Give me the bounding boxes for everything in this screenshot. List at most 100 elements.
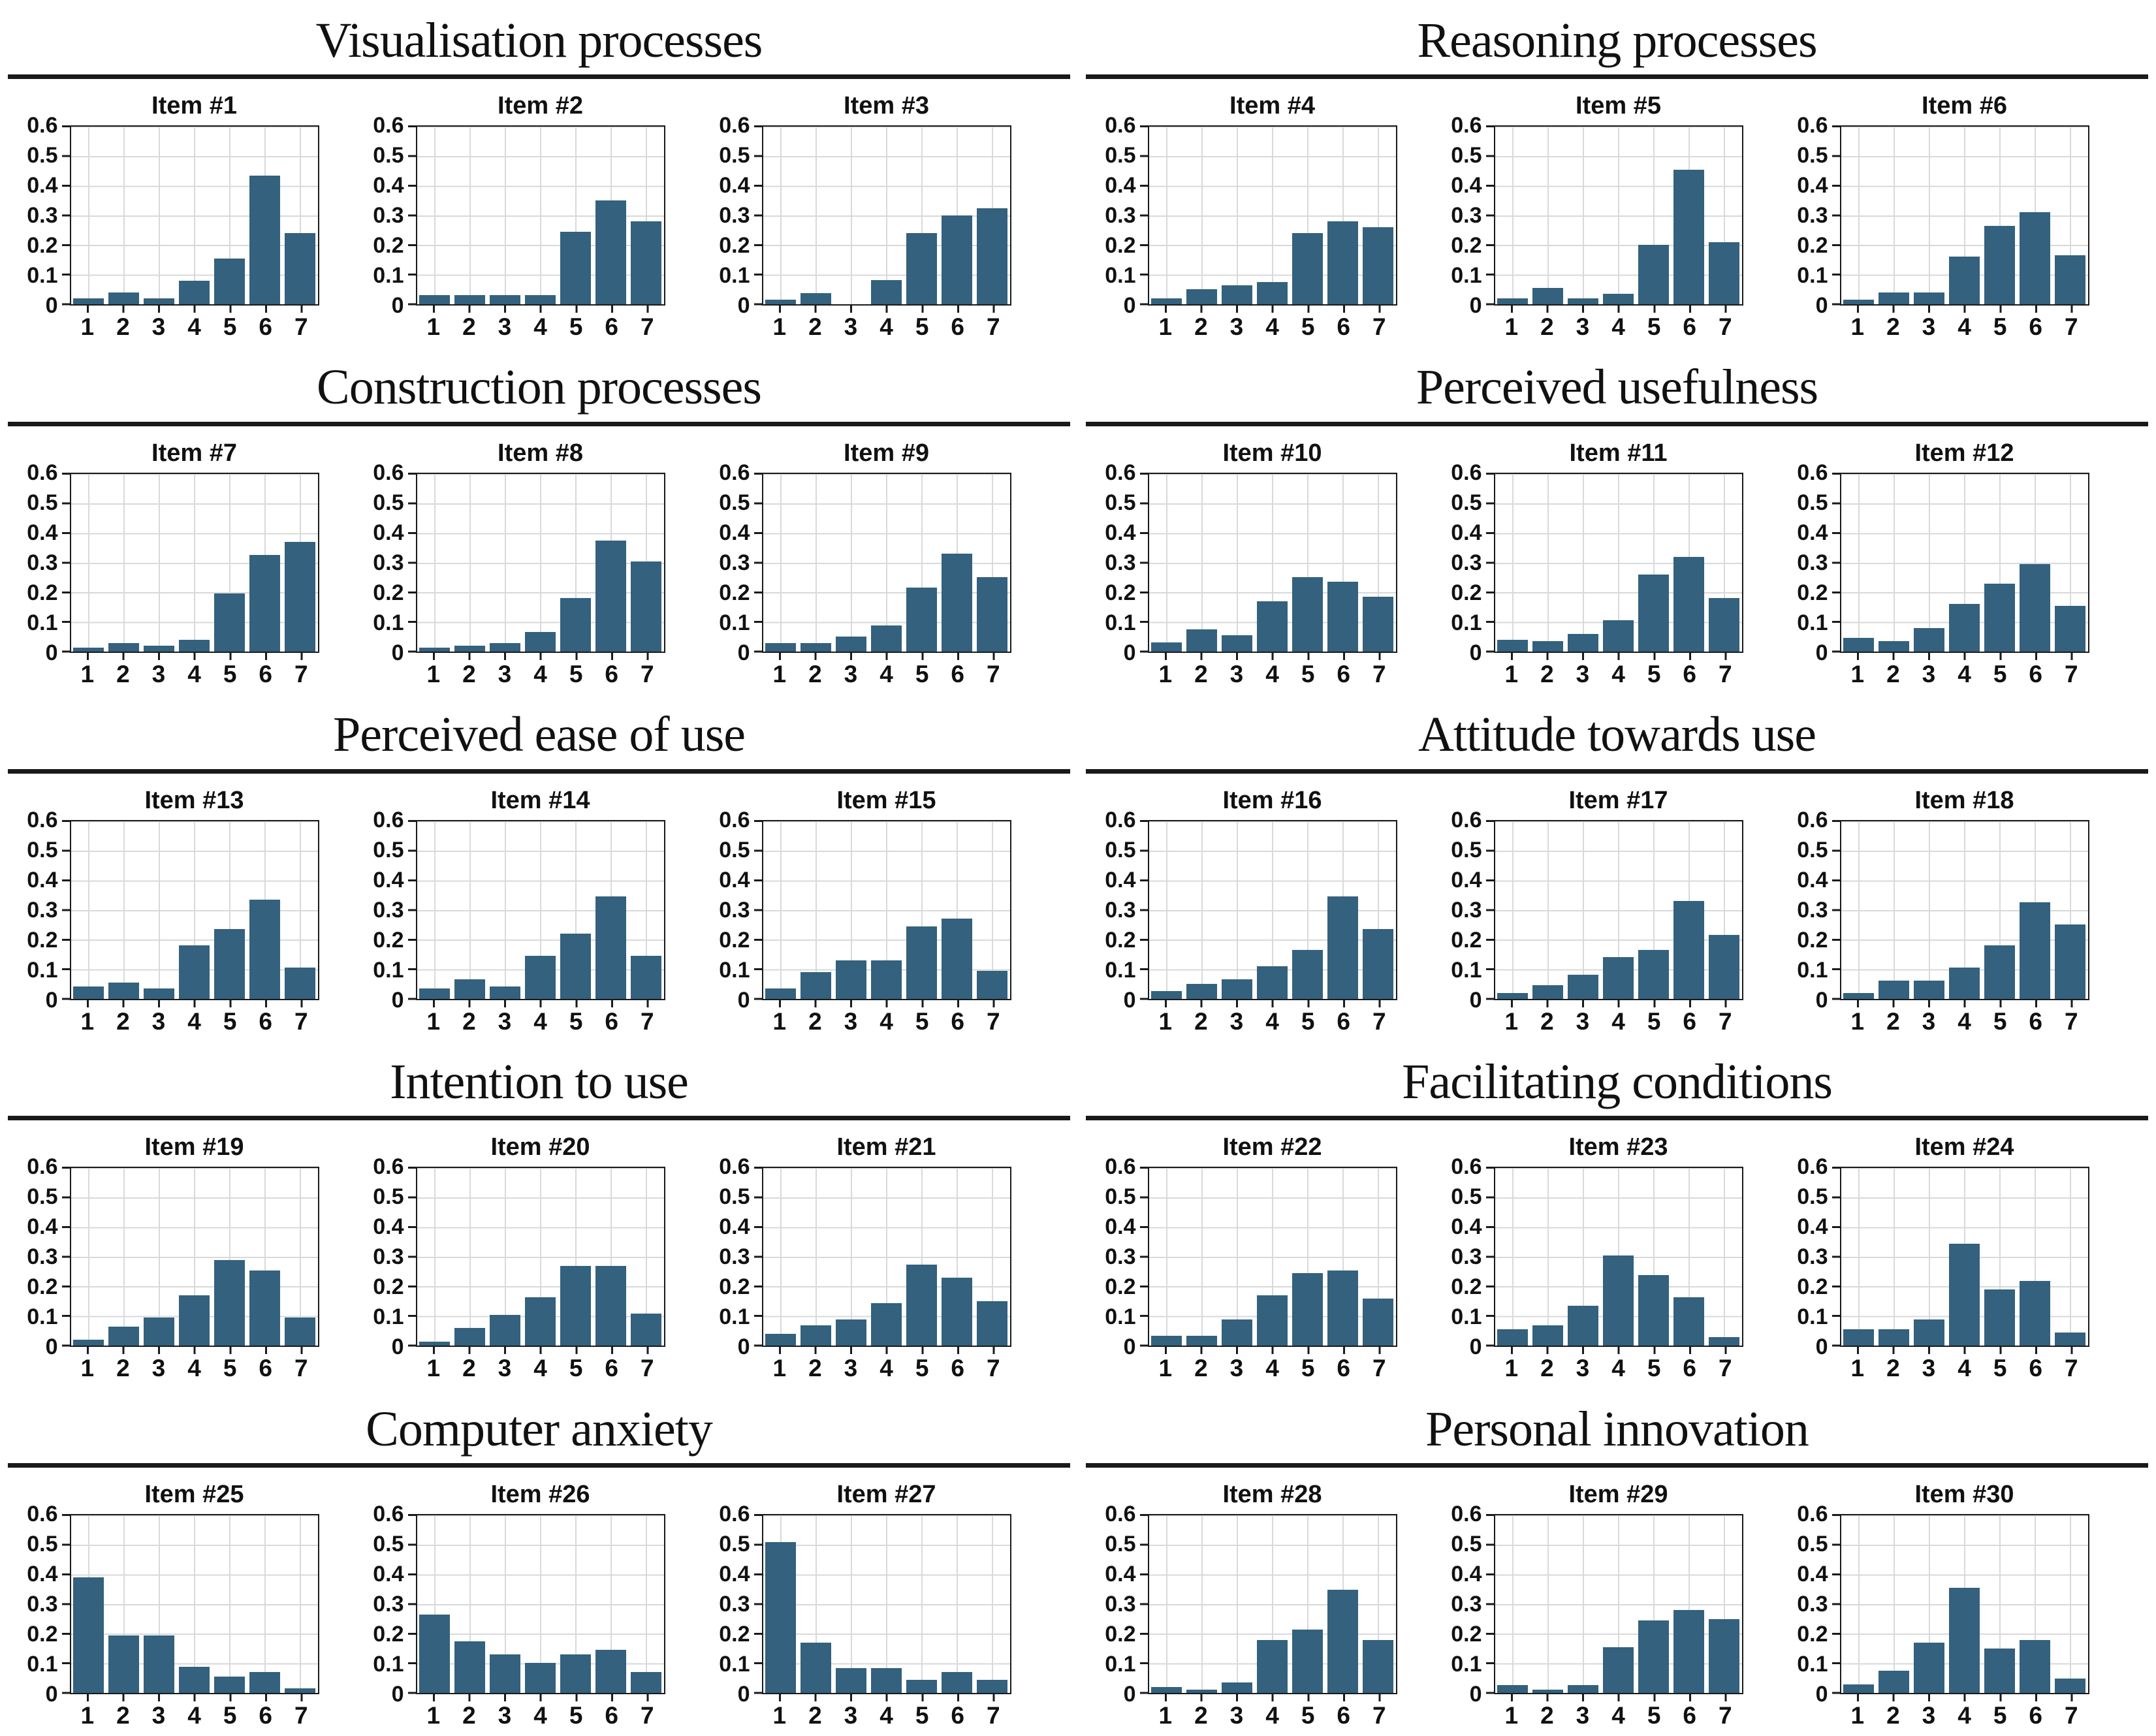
y-tick-label: 0.1 [373, 1652, 404, 1677]
bar-slot [1184, 127, 1220, 304]
x-tick-label: 2 [1540, 660, 1554, 687]
chart-title: Item #26 [490, 1481, 590, 1509]
bar-slot [247, 1515, 283, 1694]
bar-slot [71, 474, 106, 652]
bar-slot [2053, 821, 2088, 999]
y-tick-label: 0 [737, 640, 750, 665]
x-tick-label: 1 [1504, 660, 1519, 687]
x-tick-label: 2 [1194, 1007, 1208, 1035]
y-tick-label: 0 [1123, 640, 1136, 665]
histogram-bar [1984, 945, 2016, 999]
y-tick-label: 0.6 [1797, 807, 1828, 832]
histogram-bar [560, 933, 592, 999]
y-axis-labels: 0.6 0.5 0.4 0.3 0.2 0.1 0 [1098, 114, 1140, 317]
y-tick-label: 0.4 [1797, 1214, 1828, 1240]
y-tick-label: 0.4 [719, 173, 750, 198]
section-divider-line [1086, 421, 2148, 426]
y-tick-label: 0.5 [373, 490, 404, 515]
histogram-bar [941, 1278, 973, 1346]
histogram-bar [1186, 1689, 1218, 1694]
y-tick-label: 0.1 [1105, 263, 1136, 288]
y-tick-label: 0.2 [373, 1622, 404, 1647]
y-tick-label: 0.1 [27, 263, 58, 288]
x-tick-label: 7 [1718, 1702, 1732, 1729]
y-tick-label: 0.4 [373, 867, 404, 892]
x-tick-label: 7 [986, 1007, 1000, 1035]
y-tick-label: 0.6 [27, 1502, 58, 1527]
y-tick-label: 0.5 [719, 490, 750, 515]
y-tick-label: 0.4 [1451, 867, 1482, 892]
x-tick-label: 3 [151, 1355, 166, 1382]
histogram-bar [800, 971, 832, 999]
y-axis-ticks [61, 1167, 70, 1348]
histogram-bar [1327, 896, 1359, 999]
bar-slot [1566, 1168, 1601, 1346]
x-tick-label: 2 [462, 313, 476, 340]
histogram-bar [284, 1318, 316, 1346]
x-tick-label: 2 [808, 313, 822, 340]
bar-slot [940, 1168, 975, 1346]
bar-slot [1184, 821, 1220, 999]
x-tick-label: 2 [1540, 1702, 1554, 1729]
x-tick-label: 4 [187, 313, 201, 340]
y-tick-label: 0.3 [1451, 550, 1482, 575]
section-title: Perceived ease of use [332, 707, 746, 763]
histogram-bar [489, 643, 521, 652]
x-tick-label: 7 [1718, 660, 1732, 687]
histogram-bar [524, 1662, 556, 1694]
y-tick-label: 0.1 [719, 957, 750, 983]
histogram-bar [765, 1334, 797, 1346]
x-tick-label: 3 [151, 1007, 166, 1035]
bar-slot [558, 1168, 594, 1346]
bar-slot [1290, 821, 1325, 999]
y-tick-label: 0.6 [1105, 113, 1136, 138]
bar-slot [834, 127, 869, 304]
x-tick-label: 5 [1993, 313, 2007, 340]
histogram-bar [2019, 1280, 2051, 1346]
histogram-bar [108, 292, 140, 304]
y-axis-ticks [61, 819, 70, 1000]
x-tick-label: 4 [187, 660, 201, 687]
plot-area [1839, 819, 2089, 1000]
chart-title: Item #27 [836, 1481, 936, 1509]
bar-slot [1255, 821, 1290, 999]
bar-slot [452, 821, 488, 999]
y-axis-labels: 0.6 0.5 0.4 0.3 0.2 0.1 0 [20, 462, 62, 664]
x-tick-label: 7 [294, 1702, 308, 1729]
x-axis-ticks [761, 652, 1011, 660]
y-tick-label: 0.5 [27, 1184, 58, 1210]
section: Facilitating conditions Item #22 0.6 0.5 0… [1078, 1041, 2156, 1389]
chart-body: 0.6 0.5 0.4 0.3 0.2 0.1 0 [20, 809, 366, 1011]
y-tick-label: 0.5 [719, 837, 750, 862]
section-divider-line [8, 768, 1070, 774]
histogram-bar [249, 1270, 281, 1346]
y-tick-label: 0.2 [1105, 580, 1136, 605]
histogram-bar [249, 899, 281, 999]
bar-slot [2018, 1168, 2053, 1346]
histogram-bar [1638, 245, 1670, 304]
x-tick-label: 1 [426, 313, 441, 340]
x-tick-label: 6 [259, 1007, 272, 1035]
bar-slot [834, 821, 869, 999]
histogram-bar [906, 926, 938, 999]
chart-title: Item #19 [144, 1133, 244, 1161]
histogram-bar [800, 643, 832, 652]
bar-slot [71, 1515, 106, 1694]
bar-slot [1672, 474, 1707, 652]
y-tick-label: 0 [1469, 293, 1482, 318]
chart-title: Item #20 [490, 1133, 590, 1161]
bar-slot [1361, 474, 1396, 652]
histogram-bar [1327, 1589, 1359, 1694]
histogram-bar [454, 295, 486, 304]
y-axis-ticks [407, 1514, 416, 1695]
x-tick-label: 7 [2064, 313, 2078, 340]
histogram-bar [870, 279, 902, 304]
histogram-bar [765, 643, 797, 652]
y-tick-label: 0.6 [1105, 807, 1136, 832]
y-tick-label: 0.2 [719, 233, 750, 258]
chart-title: Item #14 [490, 786, 590, 814]
chart-body: 0.6 0.5 0.4 0.3 0.2 0.1 0 [1444, 809, 1790, 1011]
section-title: Personal innovation [1425, 1401, 1809, 1457]
